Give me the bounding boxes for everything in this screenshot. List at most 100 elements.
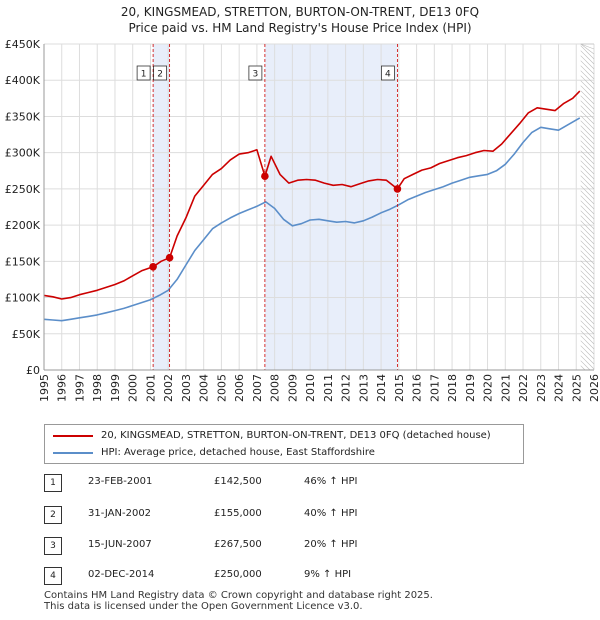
y-tick-label: £0: [26, 364, 40, 377]
hatch-line: [580, 255, 595, 270]
hatch-line: [580, 225, 595, 240]
transaction-row: 1 23-FEB-2001 £142,500 46% ↑ HPI: [44, 474, 564, 492]
x-tick-label: 2015: [393, 374, 406, 402]
hatch-line: [580, 215, 595, 230]
chart-series: [43, 90, 581, 322]
series-line-hpi: [43, 117, 581, 322]
hatch-line: [580, 160, 595, 175]
shaded-period: [153, 44, 170, 370]
hatch-line: [580, 55, 595, 70]
hatch-line: [580, 155, 595, 170]
hatch-line: [580, 85, 595, 100]
x-tick-label: 2023: [535, 374, 548, 402]
sale-label-box: [136, 65, 151, 81]
hatch-line: [580, 45, 595, 60]
hatch-line: [580, 365, 586, 371]
sale-point: [165, 253, 174, 262]
x-tick-label: 1998: [91, 374, 104, 402]
hatch-line: [580, 130, 595, 145]
transaction-hpi-change: 40% ↑ HPI: [304, 508, 358, 519]
sale-label-box: [381, 65, 395, 81]
y-tick-label: £200K: [5, 219, 41, 232]
hatch-line: [580, 315, 595, 330]
hatch-line: [580, 310, 595, 325]
hatch-line: [580, 300, 595, 315]
x-tick-label: 2010: [304, 374, 317, 402]
hatch-line: [580, 260, 595, 275]
chart-title-line-2: Price paid vs. HM Land Registry's House …: [128, 21, 472, 35]
x-tick-label: 2024: [553, 374, 566, 402]
hatch-line: [580, 360, 591, 371]
hatch-line: [580, 120, 595, 135]
x-tick-label: 2022: [517, 374, 530, 402]
hatch-line: [580, 170, 595, 185]
x-tick-label: 2026: [588, 374, 600, 402]
x-tick-label: 1997: [73, 374, 86, 402]
forecast-hatch: [580, 43, 595, 371]
chart-legend: 20, KINGSMEAD, STRETTON, BURTON-ON-TRENT…: [44, 424, 524, 464]
hatch-line: [580, 115, 595, 130]
hatch-line: [580, 165, 595, 180]
hatch-line: [580, 100, 595, 115]
y-tick-label: £100K: [5, 292, 41, 305]
x-tick-label: 2003: [180, 374, 193, 402]
hatch-line: [580, 355, 595, 370]
hatch-line: [580, 320, 595, 335]
hatch-line: [580, 275, 595, 290]
footer-attribution: Contains HM Land Registry data © Crown c…: [44, 590, 433, 612]
legend-label-property: 20, KINGSMEAD, STRETTON, BURTON-ON-TRENT…: [101, 430, 491, 441]
hatch-line: [580, 95, 595, 110]
transaction-price: £250,000: [214, 569, 262, 580]
x-tick-label: 2005: [215, 374, 228, 402]
x-tick-label: 2001: [144, 374, 157, 402]
hatch-line: [580, 250, 595, 265]
sale-point: [149, 262, 157, 271]
x-tick-label: 2020: [482, 374, 495, 402]
legend-label-hpi: HPI: Average price, detached house, East…: [101, 447, 375, 458]
sale-label-box: [153, 65, 168, 81]
sale-label: 4: [385, 70, 391, 80]
transaction-hpi-change: 9% ↑ HPI: [304, 569, 352, 580]
legend-line-property: [53, 435, 93, 437]
x-tick-label: 2016: [411, 374, 424, 402]
x-tick-label: 2002: [162, 374, 175, 402]
hatch-line: [580, 290, 595, 305]
hatch-line: [580, 295, 595, 310]
hatch-line: [580, 50, 595, 65]
hatch-line: [580, 220, 595, 235]
transaction-date: 31-JAN-2002: [88, 508, 152, 519]
hatch-line: [580, 70, 595, 85]
hatch-line: [580, 43, 595, 50]
hatch-line: [580, 125, 595, 140]
hatch-line: [580, 235, 595, 250]
hatch-line: [580, 340, 595, 355]
hatch-line: [580, 65, 595, 80]
transaction-price: £142,500: [214, 476, 262, 487]
y-tick-label: £400K: [5, 74, 41, 87]
hatch-line: [580, 43, 595, 55]
transaction-number-badge: 1: [44, 474, 62, 492]
hatch-line: [580, 140, 595, 155]
hatch-line: [580, 280, 595, 295]
series-line-property: [43, 90, 581, 300]
sale-label: 2: [157, 70, 163, 80]
hatch-line: [580, 195, 595, 210]
hatch-line: [580, 175, 595, 190]
x-tick-label: 2009: [286, 374, 299, 402]
hatch-line: [580, 230, 595, 245]
y-tick-label: £300K: [5, 147, 41, 160]
x-tick-label: 2007: [251, 374, 264, 402]
transaction-hpi-change: 46% ↑ HPI: [304, 476, 358, 487]
sale-label: 1: [141, 70, 147, 80]
transaction-row: 2 31-JAN-2002 £155,000 40% ↑ HPI: [44, 506, 564, 524]
x-tick-label: 2021: [499, 374, 512, 402]
x-tick-label: 2017: [428, 374, 441, 402]
transaction-hpi-change: 20% ↑ HPI: [304, 539, 358, 550]
sale-point: [261, 172, 269, 181]
hatch-line: [580, 105, 595, 120]
hatch-line: [580, 205, 595, 220]
transaction-number-badge: 3: [44, 537, 62, 555]
hatch-line: [580, 190, 595, 205]
hatch-line: [580, 180, 595, 195]
x-tick-label: 2000: [127, 374, 140, 402]
